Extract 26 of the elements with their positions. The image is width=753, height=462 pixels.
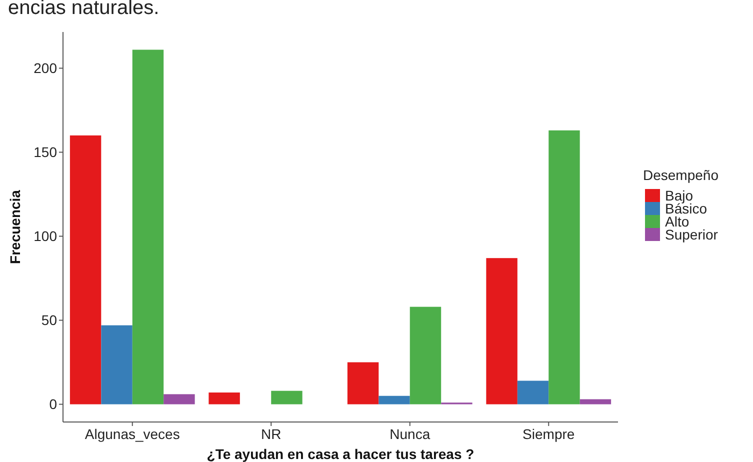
bar xyxy=(164,394,195,404)
bar xyxy=(208,392,240,404)
legend-label: Bajo xyxy=(665,187,694,204)
legend-title: Desempeño xyxy=(643,167,719,183)
bar xyxy=(271,390,302,404)
x-axis-title: ¿Te ayudan en casa a hacer tus tareas ? xyxy=(206,446,474,462)
bar xyxy=(548,130,580,404)
y-tick-label: 100 xyxy=(34,228,58,244)
bar xyxy=(410,306,442,404)
bar xyxy=(517,380,549,404)
y-tick-label: 0 xyxy=(49,396,58,412)
x-tick-label: Siempre xyxy=(522,426,575,442)
y-axis-title: Frecuencia xyxy=(7,190,23,264)
y-tick-label: 50 xyxy=(41,312,58,328)
bar xyxy=(101,325,132,404)
bar xyxy=(378,396,410,404)
y-tick-label: 200 xyxy=(34,60,58,76)
y-tick-label: 150 xyxy=(34,144,58,160)
x-tick-label: Nunca xyxy=(390,426,430,442)
bar xyxy=(347,362,379,404)
bar xyxy=(70,135,102,404)
x-tick-label: Algunas_veces xyxy=(84,426,180,442)
bar xyxy=(486,258,518,404)
bar xyxy=(580,399,612,404)
x-tick-label: NR xyxy=(261,426,282,442)
bar xyxy=(132,50,164,404)
